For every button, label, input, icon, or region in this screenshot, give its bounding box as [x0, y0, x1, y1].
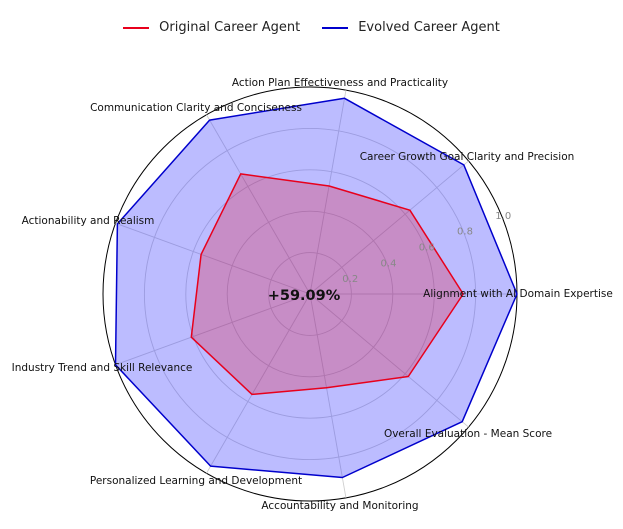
- axis-label-5: Industry Trend and Skill Relevance: [12, 362, 193, 374]
- r-tick-label-0.6: 0.6: [419, 242, 435, 253]
- label-layer: 0.2 0.4 0.6 0.8 1.0 Alignment with AI Domain …: [12, 77, 613, 512]
- r-tick-label-0.4: 0.4: [381, 258, 397, 269]
- r-tick-label-0.8: 0.8: [457, 227, 473, 238]
- axis-label-2: Action Plan Effectiveness and Practicali…: [232, 77, 448, 89]
- series-layer: [114, 97, 518, 479]
- spoke-4: [115, 222, 311, 295]
- axis-label-7: Accountability and Monitoring: [261, 500, 418, 512]
- axis-label-3: Communication Clarity and Conciseness: [90, 102, 302, 114]
- legend-label-evolved: Evolved Career Agent: [358, 20, 500, 35]
- spoke-7: [309, 293, 347, 498]
- r-tick-label-0.2: 0.2: [342, 274, 358, 285]
- axis-label-6: Personalized Learning and Development: [90, 475, 302, 487]
- legend-swatch-original: [123, 26, 150, 29]
- axis-label-4: Actionability and Realism: [22, 215, 155, 227]
- axis-label-8: Overall Evaluation - Mean Score: [384, 428, 552, 440]
- axis-label-1: Career Growth Goal Clarity and Precision: [360, 151, 575, 163]
- axis-label-0: Alignment with AI Domain Expertise: [423, 288, 613, 300]
- legend-item-original: Original Career Agent: [123, 20, 300, 35]
- series-polygon-original: [190, 173, 464, 396]
- r-tick-label-1.0: 1.0: [495, 211, 511, 222]
- spoke-8: [309, 293, 469, 428]
- legend: Original Career Agent Evolved Career Age…: [0, 20, 623, 35]
- spoke-1: [309, 160, 469, 295]
- series-polygon-evolved: [114, 97, 518, 479]
- legend-swatch-evolved: [322, 26, 349, 29]
- legend-label-original: Original Career Agent: [159, 20, 301, 35]
- spoke-6: [206, 293, 311, 474]
- spoke-2: [309, 90, 347, 295]
- spoke-5: [115, 293, 311, 366]
- legend-item-evolved: Evolved Career Agent: [322, 20, 500, 35]
- spoke-3: [206, 114, 311, 295]
- center-percentage-label: +59.09%: [268, 288, 341, 304]
